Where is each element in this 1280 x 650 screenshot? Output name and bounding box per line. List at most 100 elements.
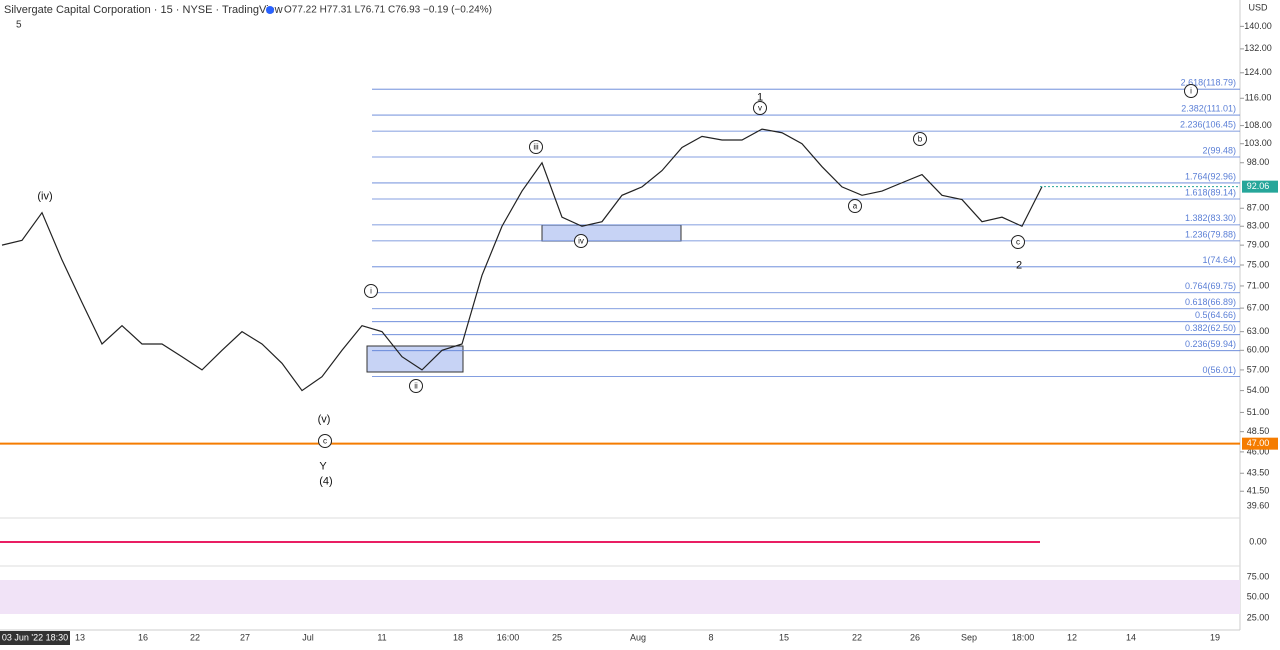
x-tick-label: Jul	[302, 632, 314, 642]
wave-circle	[574, 234, 588, 248]
fib-label: 1.382(83.30)	[1185, 213, 1236, 223]
wave-circle	[913, 132, 927, 146]
y-tick-label: 132.00	[1244, 43, 1272, 53]
y-tick-label: 67.00	[1247, 302, 1270, 312]
x-tick-label: 8	[708, 632, 713, 642]
pane-tick-label: 25.00	[1247, 612, 1270, 622]
x-tick-label: Aug	[630, 632, 646, 642]
price-line	[1, 128, 1043, 392]
wave-label: iii	[533, 143, 539, 152]
y-tick-label: 140.00	[1244, 21, 1272, 31]
date-box	[0, 631, 70, 645]
fib-label: 1.764(92.96)	[1185, 171, 1236, 181]
fib-label: 2.382(111.01)	[1181, 103, 1236, 113]
wave-label: (4)	[319, 475, 332, 487]
last-price-tag	[1242, 180, 1278, 193]
x-tick-label: 25	[552, 632, 562, 642]
rsi-band	[0, 580, 1240, 614]
wave-label: c	[323, 437, 327, 446]
fib-label: 0.618(66.89)	[1185, 297, 1236, 307]
fib-label: 1.236(79.88)	[1185, 229, 1236, 239]
fib-label: 2(99.48)	[1202, 145, 1236, 155]
zone-box	[366, 345, 464, 373]
wave-label: (v)	[318, 413, 331, 425]
x-tick-label: 16	[138, 632, 148, 642]
currency: USD	[1248, 2, 1268, 12]
wave-circle	[848, 199, 862, 213]
wave-circle	[753, 101, 767, 115]
pane-tick-label: 50.00	[1247, 591, 1270, 601]
x-tick-label: Sep	[961, 632, 977, 642]
wave-label: 2	[1016, 259, 1022, 271]
x-tick-label: 12	[1067, 632, 1077, 642]
y-tick-label: 79.00	[1247, 240, 1270, 250]
x-tick-label: 19	[1210, 632, 1220, 642]
x-tick-label: 15	[779, 632, 789, 642]
x-tick-label: 18:00	[1012, 632, 1035, 642]
ref-tag	[1242, 437, 1278, 450]
pane-tick-label: 39.60	[1247, 500, 1270, 510]
x-tick-label: 22	[190, 632, 200, 642]
y-tick-label: 46.00	[1247, 446, 1270, 456]
y-tick-label: 57.00	[1247, 364, 1270, 374]
fib-label: 1(74.64)	[1202, 255, 1236, 265]
x-tick-label: 16:00	[497, 632, 520, 642]
x-tick-label: 22	[852, 632, 862, 642]
wave-circle	[529, 140, 543, 154]
indicator-count: 5	[16, 20, 22, 31]
wave-circle	[364, 284, 378, 298]
y-tick-label: 71.00	[1247, 280, 1270, 290]
fib-label: 1.618(89.14)	[1185, 187, 1236, 197]
wave-label: (iv)	[37, 190, 52, 202]
x-tick-label: 11	[377, 632, 386, 642]
y-tick-label: 48.50	[1247, 426, 1270, 436]
ref-label: 47.00	[1247, 438, 1270, 448]
fib-label: 2.236(106.45)	[1180, 119, 1236, 129]
y-tick-label: 87.00	[1247, 203, 1270, 213]
wave-label: b	[918, 135, 923, 144]
zone-box	[541, 224, 682, 242]
ohlc: O77.22 H77.31 L76.71 C76.93 −0.19 (−0.24…	[284, 5, 492, 16]
y-tick-label: 60.00	[1247, 345, 1270, 355]
y-tick-label: 108.00	[1244, 120, 1272, 130]
wave-label: 1	[757, 91, 763, 103]
wave-label: i	[1190, 87, 1192, 96]
y-tick-label: 83.00	[1247, 221, 1270, 231]
wave-circle	[409, 379, 423, 393]
y-tick-label: 63.00	[1247, 326, 1270, 336]
y-tick-label: 116.00	[1245, 93, 1272, 103]
fib-label: 0(56.01)	[1202, 365, 1236, 375]
fib-label: 2.618(118.79)	[1181, 78, 1236, 88]
y-tick-label: 51.00	[1247, 407, 1270, 417]
wave-label: a	[853, 202, 858, 211]
last-price-label: 92.06	[1247, 181, 1270, 191]
fib-label: 0.5(64.66)	[1195, 310, 1236, 320]
y-tick-label: 41.50	[1247, 486, 1270, 496]
wave-label: iv	[578, 237, 584, 246]
wave-circle	[1184, 84, 1198, 98]
y-tick-label: 124.00	[1244, 67, 1272, 77]
y-tick-label: 54.00	[1247, 385, 1270, 395]
y-tick-label: 103.00	[1244, 138, 1272, 148]
x-tick-label: 13	[75, 632, 85, 642]
x-tick-label: 18	[453, 632, 463, 642]
fib-label: 0.382(62.50)	[1185, 323, 1236, 333]
x-tick-label: 26	[910, 632, 920, 642]
pane-tick-label: 0.00	[1249, 536, 1267, 546]
y-tick-label: 43.50	[1247, 468, 1270, 478]
fib-label: 0.764(69.75)	[1185, 281, 1236, 291]
start-date: 03 Jun '22 18:30	[2, 632, 68, 642]
status-dot	[266, 6, 274, 14]
wave-label: v	[758, 104, 762, 113]
wave-label: i	[370, 287, 372, 296]
wave-label: ii	[414, 382, 418, 391]
wave-circle	[1011, 235, 1025, 249]
x-tick-label: 27	[240, 632, 250, 642]
wave-label: c	[1016, 238, 1020, 247]
y-tick-label: 75.00	[1247, 259, 1270, 269]
fib-label: 0.236(59.94)	[1185, 339, 1236, 349]
y-tick-label: 98.00	[1247, 157, 1270, 167]
wave-circle	[318, 434, 332, 448]
pane-tick-label: 75.00	[1247, 571, 1270, 581]
x-tick-label: 14	[1126, 632, 1136, 642]
